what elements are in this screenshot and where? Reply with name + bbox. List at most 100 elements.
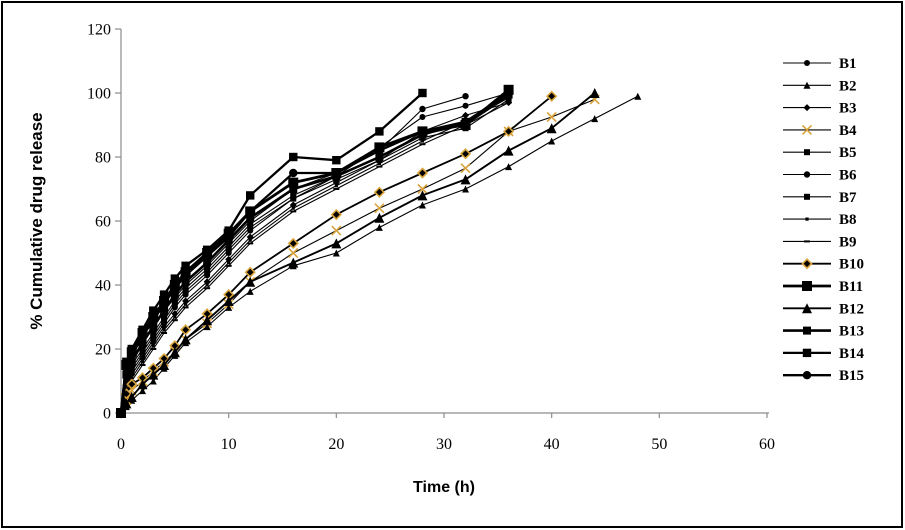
square-marker xyxy=(290,195,297,202)
circle-marker xyxy=(127,351,136,360)
y-tick-label: 20 xyxy=(95,342,111,359)
square-marker xyxy=(225,243,232,250)
triangle-marker xyxy=(375,223,383,231)
legend-label-B3: B3 xyxy=(839,101,857,117)
circle-marker xyxy=(246,207,255,216)
legend-label-B6: B6 xyxy=(839,168,857,184)
square-marker xyxy=(288,177,299,188)
axes: 0 20 40 60 80 100 120 0 10 20 30 40 50 60 xyxy=(87,22,775,454)
legend-label-B2: B2 xyxy=(839,78,857,94)
dash-marker xyxy=(225,264,232,267)
series-B10 xyxy=(115,90,558,419)
triangle-marker xyxy=(417,190,428,201)
y-tick-label: 80 xyxy=(95,150,111,167)
square-marker xyxy=(170,274,180,283)
triangle-marker xyxy=(546,123,557,134)
circle-marker xyxy=(149,316,158,325)
diamond-marker xyxy=(244,266,256,278)
legend-label-B8: B8 xyxy=(839,212,857,228)
series-B15 xyxy=(116,88,513,418)
square-marker xyxy=(332,156,341,165)
square-marker xyxy=(803,326,811,335)
triangle-marker xyxy=(159,360,170,370)
square-marker xyxy=(205,283,209,287)
square-marker xyxy=(418,88,427,98)
series-line-B5 xyxy=(120,95,510,414)
x-marker xyxy=(460,163,471,174)
series-B8 xyxy=(119,96,511,415)
square-marker xyxy=(173,315,177,319)
square-marker xyxy=(181,261,190,270)
x-tick-label: 60 xyxy=(759,436,775,453)
diamond-marker xyxy=(801,258,813,270)
triangle-marker xyxy=(121,398,132,409)
square-marker xyxy=(171,301,178,308)
square-marker xyxy=(160,306,169,315)
legend-label-B12: B12 xyxy=(839,301,864,317)
legend-entry-B13: B13 xyxy=(783,324,864,340)
circle-marker xyxy=(375,146,384,155)
triangle-marker xyxy=(126,392,137,402)
legend-entry-B11: B11 xyxy=(783,279,863,295)
square-marker xyxy=(159,290,169,299)
series-B4 xyxy=(115,94,600,419)
square-marker xyxy=(122,357,131,366)
square-marker xyxy=(127,357,136,366)
triangle-marker xyxy=(225,303,233,311)
square-marker xyxy=(805,217,809,221)
triangle-marker xyxy=(460,174,471,185)
square-marker xyxy=(375,127,384,136)
triangle-marker xyxy=(589,88,600,98)
x-axis-title: Time (h) xyxy=(413,479,475,496)
circle-marker xyxy=(804,60,810,66)
square-marker xyxy=(247,224,254,231)
diamond-marker xyxy=(462,111,470,119)
legend-label-B14: B14 xyxy=(839,346,865,362)
dash-marker xyxy=(333,188,340,190)
legend-entry-B6: B6 xyxy=(783,168,857,184)
circle-marker xyxy=(332,168,341,178)
circle-marker xyxy=(462,93,469,100)
legend-entry-B3: B3 xyxy=(783,101,857,117)
square-marker xyxy=(182,288,189,295)
square-marker xyxy=(139,349,146,356)
diamond-marker xyxy=(287,237,299,250)
square-marker xyxy=(182,285,189,292)
series-B12 xyxy=(116,88,600,418)
triangle-marker xyxy=(591,115,599,123)
triangle-marker xyxy=(169,347,180,358)
x-marker xyxy=(374,203,385,214)
square-marker xyxy=(161,314,168,320)
square-marker xyxy=(204,266,211,272)
dash-marker xyxy=(804,240,810,243)
legend-label-B13: B13 xyxy=(839,324,864,340)
legend: B1 B2 B3 B4 B5 B6 B7 B8 B9 B10 B11 B12 B13 B14 B15 xyxy=(783,56,865,384)
circle-marker xyxy=(202,252,212,261)
legend-entry-B4: B4 xyxy=(783,123,857,139)
dash-marker xyxy=(247,242,254,245)
square-marker xyxy=(150,333,157,340)
legend-entry-B15: B15 xyxy=(783,368,864,384)
triangle-marker xyxy=(148,369,159,380)
square-marker xyxy=(150,330,157,336)
dash-marker xyxy=(182,306,189,309)
square-marker xyxy=(184,302,188,306)
circle-marker xyxy=(504,88,513,98)
square-marker xyxy=(151,344,155,348)
square-marker xyxy=(334,184,338,188)
triangle-marker xyxy=(548,137,556,145)
series-B7 xyxy=(118,96,512,416)
y-tick-label: 100 xyxy=(87,86,111,103)
diamond-marker xyxy=(373,186,386,198)
dash-marker xyxy=(505,101,512,104)
series-B5 xyxy=(118,93,512,416)
square-marker xyxy=(802,281,812,291)
triangle-marker xyxy=(246,287,254,295)
legend-entry-B7: B7 xyxy=(783,190,857,206)
series-B9 xyxy=(118,101,512,414)
legend-entry-B9: B9 xyxy=(783,234,857,250)
triangle-marker xyxy=(288,257,299,268)
series-line-B7 xyxy=(120,98,510,414)
triangle-marker xyxy=(803,81,811,89)
square-marker xyxy=(128,365,135,372)
